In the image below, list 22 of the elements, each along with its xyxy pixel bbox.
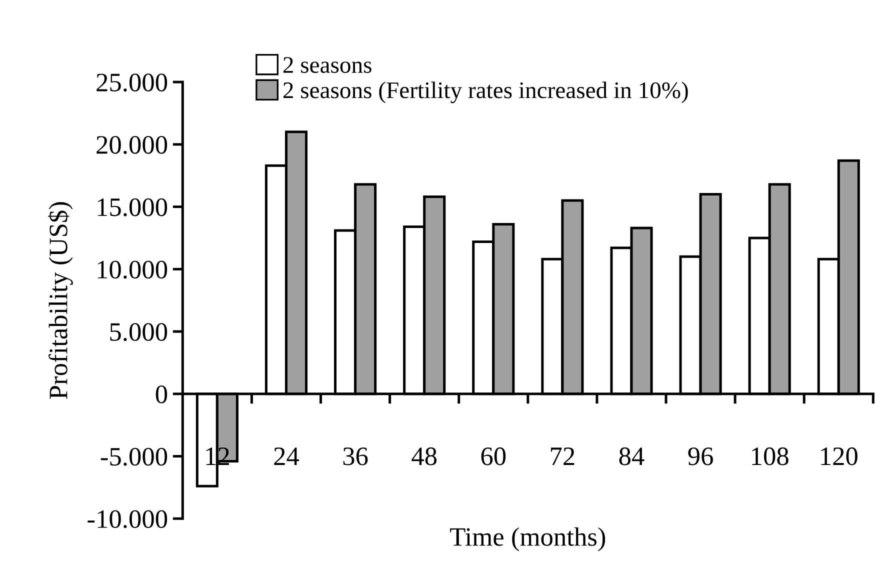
legend-label: 2 seasons (Fertility rates increased in 10%) xyxy=(283,82,688,104)
x-tick-label: 48 xyxy=(412,447,437,466)
x-tick-label: 96 xyxy=(688,447,713,466)
y-tick-label: -10.000 xyxy=(88,510,168,528)
y-tick-label: 15.000 xyxy=(98,198,168,216)
x-tick-label: 84 xyxy=(619,447,644,466)
y-tick-label: -5.000 xyxy=(100,448,168,466)
x-tick-label: 72 xyxy=(550,447,574,465)
x-tick-label: 12 xyxy=(206,447,229,465)
x-tick-label: 24 xyxy=(274,447,300,465)
y-tick-label: 10.000 xyxy=(98,260,168,279)
y-axis-title: Profitability (US$) xyxy=(48,202,73,399)
x-tick-label: 120 xyxy=(821,447,858,466)
x-tick-label: 60 xyxy=(481,447,506,466)
y-tick-label: 0 xyxy=(156,385,168,404)
y-tick-label: 25.000 xyxy=(96,74,168,92)
y-tick-label: 5.000 xyxy=(110,323,168,342)
x-tick-label: 36 xyxy=(343,447,368,466)
legend-label: 2 seasons xyxy=(283,57,372,73)
x-tick-label: 108 xyxy=(752,447,788,466)
x-axis-title: Time (months) xyxy=(450,527,606,552)
y-tick-label: 20.000 xyxy=(96,136,168,154)
